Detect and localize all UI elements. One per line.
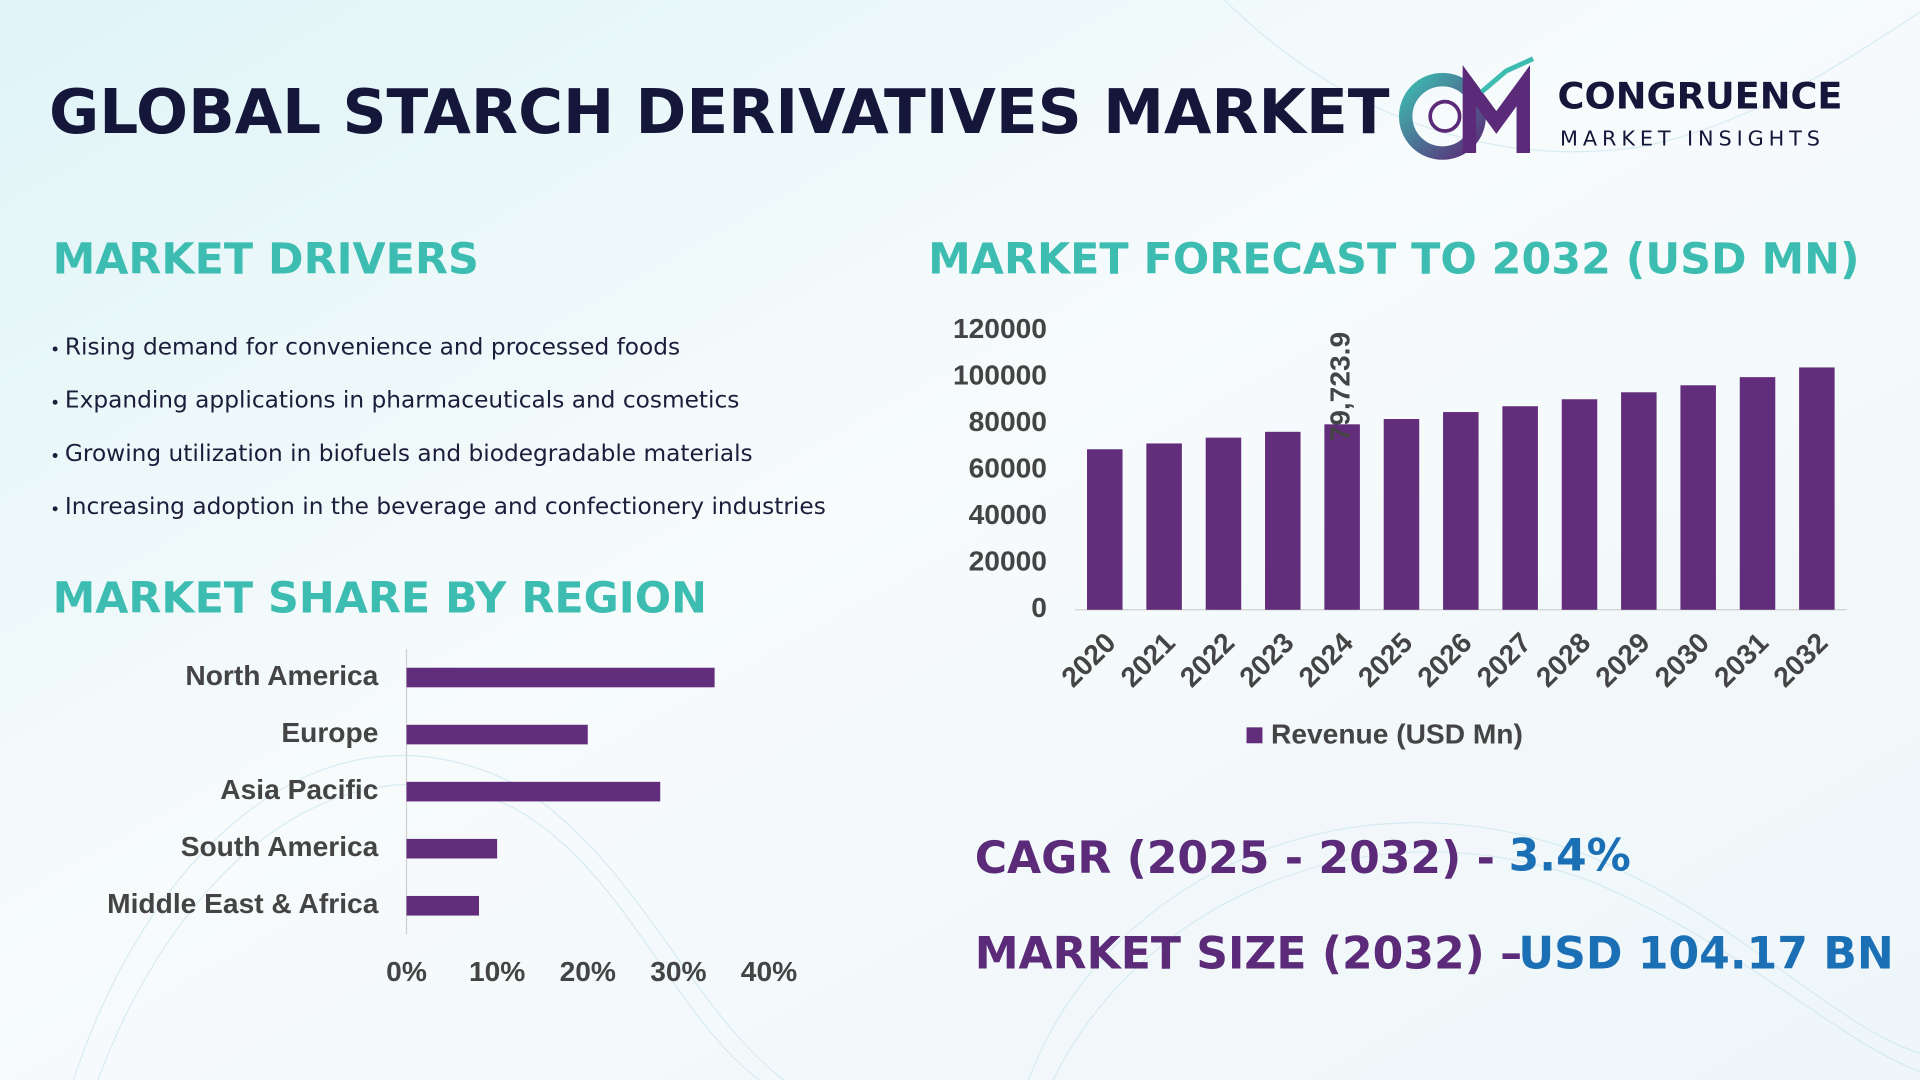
bar <box>1799 367 1835 610</box>
y-tick-label: South America <box>181 831 379 862</box>
driver-list: Rising demand for convenience and proces… <box>52 333 826 520</box>
y-tick-label: Asia Pacific <box>220 774 378 805</box>
bar <box>1739 377 1776 610</box>
y-tick-label: 80000 <box>969 406 1047 437</box>
x-tick-label: 40% <box>741 956 797 987</box>
y-tick-label: 40000 <box>969 499 1047 530</box>
logo: CONGRUENCE MARKET INSIGHTS <box>1398 56 1843 160</box>
driver-item: Increasing adoption in the beverage and … <box>65 493 826 520</box>
bar <box>1205 437 1242 610</box>
bar <box>1087 449 1123 610</box>
bullet <box>52 346 58 352</box>
bar <box>406 667 715 688</box>
page-title: GLOBAL STARCH DERIVATIVES MARKET <box>49 77 1390 148</box>
data-label: 79,723.9 <box>1325 332 1356 442</box>
x-tick-label: 20% <box>560 956 616 987</box>
cagr-value: 3.4% <box>1509 830 1631 881</box>
cagr-label: CAGR (2025 - 2032) - <box>975 833 1495 884</box>
bullet <box>52 453 58 458</box>
bar <box>406 895 480 916</box>
section-title: MARKET DRIVERS <box>53 235 479 285</box>
legend-swatch <box>1246 727 1263 744</box>
section-title: MARKET SHARE BY REGION <box>53 574 707 624</box>
size-value: USD 104.17 BN <box>1518 928 1893 979</box>
x-tick-label: 0% <box>386 956 427 987</box>
driver-item: Growing utilization in biofuels and biod… <box>65 440 753 467</box>
brand-subtitle: MARKET INSIGHTS <box>1560 127 1825 151</box>
y-tick-label: Middle East & Africa <box>107 888 379 919</box>
bar <box>406 781 661 802</box>
brand-name: CONGRUENCE <box>1558 74 1843 117</box>
bar <box>1265 431 1301 610</box>
bar <box>406 724 588 745</box>
y-tick-label: Europe <box>281 717 378 748</box>
y-tick-label: 60000 <box>969 453 1047 484</box>
y-tick-label: North America <box>185 660 378 691</box>
x-tick-label: 10% <box>469 956 525 987</box>
bar <box>1383 419 1420 610</box>
bullet <box>52 506 58 512</box>
bar <box>1680 385 1716 610</box>
size-label: MARKET SIZE (2032) – <box>975 928 1523 979</box>
y-tick-label: 100000 <box>953 360 1047 391</box>
bar <box>1443 412 1479 610</box>
charts: 0200004000060000800001000001200002020202… <box>107 313 1847 987</box>
bar <box>1146 443 1182 610</box>
x-tick-label: 30% <box>650 956 706 987</box>
driver-item: Expanding applications in pharmaceutical… <box>65 387 740 414</box>
bar <box>406 838 498 859</box>
y-tick-label: 20000 <box>969 546 1047 577</box>
y-tick-label: 120000 <box>953 313 1047 344</box>
driver-item: Rising demand for convenience and proces… <box>65 333 680 360</box>
legend-label: Revenue (USD Mn) <box>1271 718 1523 749</box>
y-tick-label: 0 <box>1031 592 1047 623</box>
bar <box>1561 399 1598 610</box>
bar <box>1502 406 1538 610</box>
bar <box>1621 392 1657 610</box>
bullet <box>52 399 58 405</box>
bar <box>1324 424 1360 610</box>
section-title: MARKET FORECAST TO 2032 (USD MN) <box>928 235 1859 285</box>
